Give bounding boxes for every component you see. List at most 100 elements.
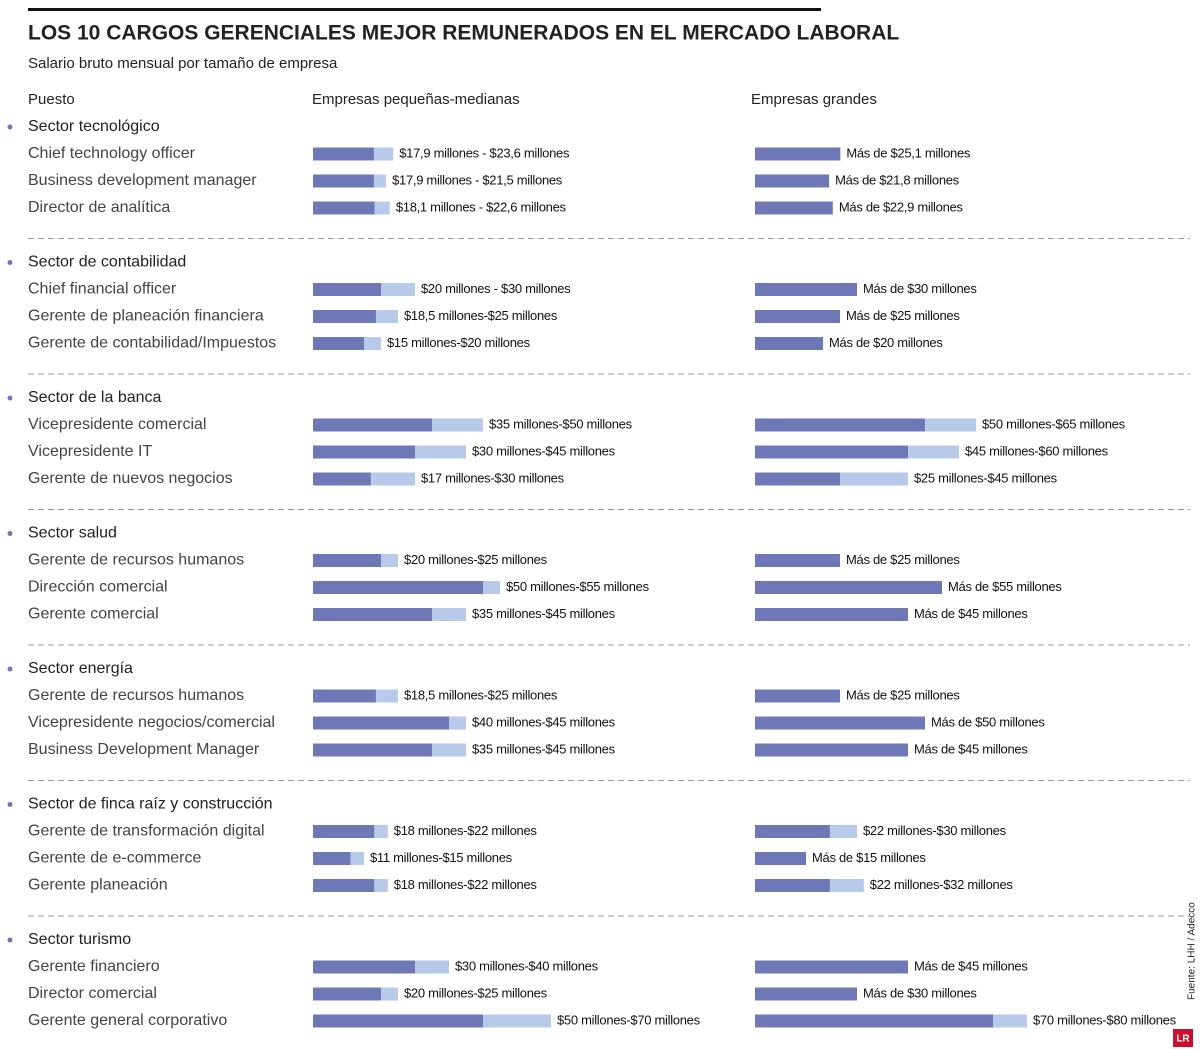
bar-min (755, 581, 942, 594)
bar-min (755, 554, 840, 567)
bar-min (313, 987, 381, 1001)
bar-min (755, 174, 830, 188)
row-label: Vicepresidente comercial (28, 416, 206, 433)
value-label: $18,5 millones-$25 millones (404, 687, 558, 702)
bullet (7, 395, 13, 401)
bar-min (313, 608, 432, 621)
bullet (7, 937, 13, 943)
bar-min (755, 472, 840, 486)
bar-min (755, 879, 830, 892)
sector-name: Sector de contabilidad (28, 254, 186, 271)
sector-name: Sector tecnológico (28, 118, 160, 135)
row-label: Gerente de nuevos negocios (28, 470, 233, 487)
source: Fuente: LHH / Adecco (1187, 902, 1198, 1000)
value-label: Más de $45 millones (914, 741, 1028, 756)
value-label: $18,5 millones-$25 millones (404, 308, 558, 323)
row-label: Gerente de recursos humanos (28, 552, 244, 569)
value-label: $35 millones-$50 millones (489, 416, 633, 431)
bar-min (755, 852, 806, 865)
bar-min (313, 743, 432, 757)
row-label: Business Development Manager (28, 741, 260, 758)
column-header: Empresas grandes (751, 91, 877, 108)
value-label: Más de $45 millones (914, 606, 1028, 621)
value-label: $17 millones-$30 millones (421, 470, 565, 485)
value-label: Más de $55 millones (948, 579, 1062, 594)
value-label: Más de $50 millones (931, 714, 1045, 729)
sector-name: Sector de finca raíz y construcción (28, 796, 273, 813)
value-label: $20 millones-$25 millones (404, 552, 548, 567)
value-label: $50 millones-$65 millones (982, 416, 1126, 431)
top-rule (28, 8, 821, 11)
row-label: Vicepresidente IT (28, 443, 152, 460)
chart-subtitle: Salario bruto mensual por tamaño de empr… (28, 55, 338, 72)
bar-min (313, 310, 376, 323)
bar-min (313, 581, 483, 594)
value-label: $45 millones-$60 millones (965, 443, 1109, 458)
bar-min (313, 201, 375, 215)
value-label: $20 millones-$25 millones (404, 985, 548, 1000)
sector-name: Sector energía (28, 660, 133, 677)
row-label: Dirección comercial (28, 579, 168, 596)
bar-min (755, 418, 925, 432)
row-label: Gerente planeación (28, 877, 168, 894)
bullet (7, 124, 13, 130)
sector-name: Sector de la banca (28, 389, 162, 406)
bar-min (313, 1014, 483, 1028)
value-label: Más de $25,1 millones (846, 145, 971, 160)
logo: LR (1176, 1034, 1190, 1045)
value-label: Más de $30 millones (863, 281, 977, 296)
bar-min (755, 716, 925, 730)
value-label: Más de $25 millones (846, 687, 960, 702)
bar-min (755, 283, 857, 296)
bar-min (755, 1014, 993, 1028)
bar-min (755, 337, 823, 350)
row-label: Business development manager (28, 172, 257, 189)
value-label: $40 millones-$45 millones (472, 714, 616, 729)
value-label: $17,9 millones - $23,6 millones (399, 145, 570, 160)
row-label: Gerente general corporativo (28, 1012, 227, 1029)
value-label: $30 millones-$45 millones (472, 443, 616, 458)
bar-min (313, 445, 415, 459)
value-label: $70 millones-$80 millones (1033, 1012, 1177, 1027)
value-label: Más de $21,8 millones (835, 172, 960, 187)
row-label: Vicepresidente negocios/comercial (28, 714, 275, 731)
row-label: Director comercial (28, 985, 157, 1002)
bullet (7, 260, 13, 265)
value-label: $50 millones-$70 millones (557, 1012, 701, 1027)
value-label: $22 millones-$32 millones (870, 877, 1014, 892)
bar-min (313, 147, 374, 161)
value-label: $50 millones-$55 millones (506, 579, 650, 594)
bullet (7, 802, 13, 807)
bar-min (313, 825, 375, 838)
bar-min (755, 445, 908, 459)
value-label: $11 millones-$15 millones (370, 850, 513, 865)
bar-min (313, 554, 381, 567)
value-label: Más de $25 millones (846, 308, 960, 323)
column-header: Puesto (28, 91, 75, 108)
value-label: $15 millones-$20 millones (387, 335, 531, 350)
bar-min (755, 825, 830, 838)
row-label: Gerente de e-commerce (28, 850, 202, 867)
value-label: Más de $30 millones (863, 985, 977, 1000)
value-label: $35 millones-$45 millones (472, 741, 616, 756)
bar-min (313, 174, 374, 188)
bar-min (755, 960, 908, 974)
row-label: Gerente de planeación financiera (28, 308, 264, 325)
row-label: Gerente de recursos humanos (28, 687, 244, 704)
row-label: Gerente de contabilidad/Impuestos (28, 335, 276, 352)
value-label: $22 millones-$30 millones (863, 823, 1007, 838)
bar-min (313, 472, 371, 486)
row-label: Gerente comercial (28, 606, 159, 623)
row-label: Gerente de transformación digital (28, 823, 265, 840)
bar-min (755, 201, 833, 215)
value-label: Más de $25 millones (846, 552, 960, 567)
row-label: Chief financial officer (28, 281, 177, 298)
bullet (7, 531, 13, 536)
chart-title: LOS 10 CARGOS GERENCIALES MEJOR REMUNERA… (28, 22, 899, 45)
value-label: Más de $15 millones (812, 850, 926, 865)
value-label: $35 millones-$45 millones (472, 606, 616, 621)
row-label: Gerente financiero (28, 958, 160, 975)
bar-min (755, 987, 857, 1001)
logo-box (1173, 1029, 1193, 1047)
